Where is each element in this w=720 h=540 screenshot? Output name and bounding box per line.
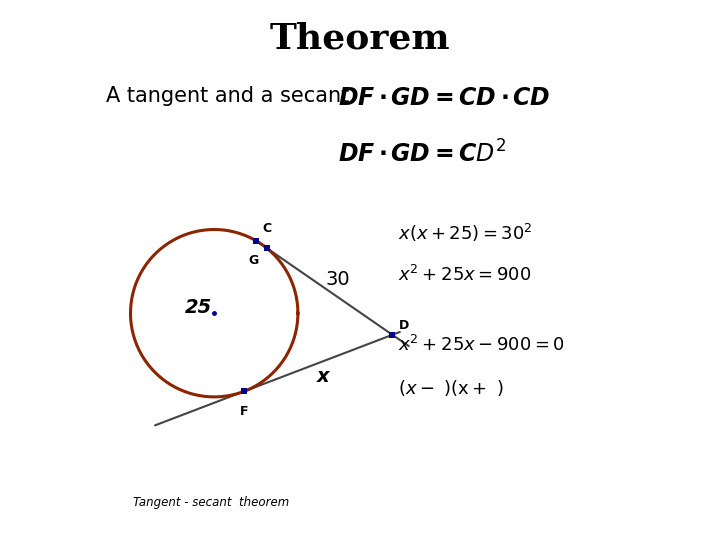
Text: $\boldsymbol{x}$: $\boldsymbol{x}$ <box>315 367 331 386</box>
Text: $\mathit{x}^2+25\mathit{x}-900=0$: $\mathit{x}^2+25\mathit{x}-900=0$ <box>397 335 564 355</box>
Text: $\boldsymbol{DF \cdot GD = CD \cdot CD}$: $\boldsymbol{DF \cdot GD = CD \cdot CD}$ <box>338 86 551 110</box>
Text: Theorem: Theorem <box>270 22 450 56</box>
Text: F: F <box>240 405 248 418</box>
Text: 30: 30 <box>325 270 350 289</box>
Text: $\mathit{x}^2+25\mathit{x}=900$: $\mathit{x}^2+25\mathit{x}=900$ <box>397 265 531 285</box>
Text: Tangent - secant  theorem: Tangent - secant theorem <box>133 496 289 509</box>
Text: $\mathit{x}(\mathit{x}+25)=30^2$: $\mathit{x}(\mathit{x}+25)=30^2$ <box>397 221 533 244</box>
Text: C: C <box>263 222 271 235</box>
Text: A tangent and a secant: A tangent and a secant <box>107 86 349 106</box>
Text: $(\mathit{x}-\ )(\mathrm{x}+\ )$: $(\mathit{x}-\ )(\mathrm{x}+\ )$ <box>397 378 503 398</box>
Text: $\boldsymbol{DF \cdot GD = CD^{2}}$: $\boldsymbol{DF \cdot GD = CD^{2}}$ <box>338 140 507 167</box>
Text: G: G <box>249 254 259 267</box>
Text: D: D <box>399 319 409 332</box>
Text: 25: 25 <box>184 298 212 318</box>
